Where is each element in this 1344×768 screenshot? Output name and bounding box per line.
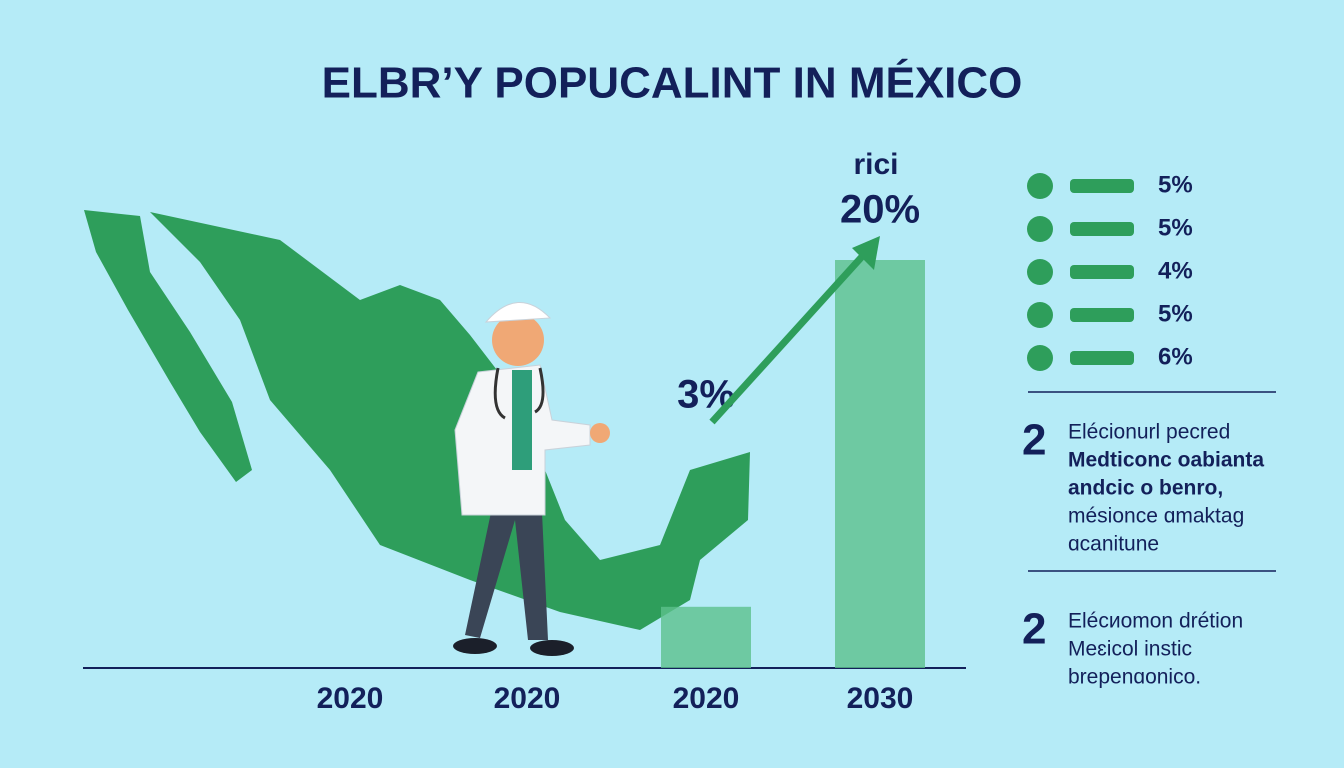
legend-dot: [1027, 259, 1053, 285]
baja: [84, 210, 252, 482]
note-line: Medticonc oabianta: [1068, 449, 1264, 472]
legend-bar: [1070, 351, 1134, 365]
legend-bar: [1070, 308, 1134, 322]
note-line: Elécionurl pecred: [1068, 421, 1230, 444]
head: [492, 314, 544, 366]
arrow-head: [852, 236, 880, 270]
stethoscope: [493, 367, 545, 420]
note-line: ɑcanitune: [1068, 533, 1159, 556]
bar: [835, 260, 925, 668]
note-number: 2: [1022, 416, 1046, 465]
doctor: [453, 302, 610, 656]
shirt: [512, 370, 532, 470]
legend-label: 5%: [1158, 171, 1193, 198]
x-tick-label: 2020: [673, 682, 740, 715]
legend-dot: [1027, 216, 1053, 242]
note-number: 2: [1022, 605, 1046, 654]
note-line: brepenɑonico.: [1068, 666, 1201, 689]
x-tick-label: 2020: [317, 682, 384, 715]
hand: [590, 423, 610, 443]
note-line: mésionce ɑmaktag: [1068, 505, 1244, 528]
note-line: Elécиomon drétion: [1068, 610, 1243, 633]
x-tick-label: 2030: [847, 682, 914, 715]
legend-bar: [1070, 179, 1134, 193]
legend-label: 4%: [1158, 257, 1193, 284]
legend-dot: [1027, 173, 1053, 199]
legend-dot: [1027, 302, 1053, 328]
shoe: [453, 638, 497, 654]
note-line: andcic o benro,: [1068, 477, 1223, 500]
note-line: Meɛicol instic: [1068, 638, 1192, 661]
bar: [661, 606, 751, 668]
legend-bar: [1070, 222, 1134, 236]
x-tick-label: 2020: [494, 682, 561, 715]
helmet: [484, 302, 552, 323]
value-label: 20%: [840, 188, 920, 232]
legend-label: 6%: [1158, 343, 1193, 370]
mainland: [150, 212, 750, 630]
legend-bar: [1070, 265, 1134, 279]
title: ELBR’Y POPUCALINT IN MÉXICO: [322, 58, 1023, 108]
shoe: [530, 640, 574, 656]
mexico-map: [84, 210, 750, 630]
side-panel: 5% 5% 4% 5% 6% 2 Elécionurl pecred Medticonc oa…: [1022, 171, 1264, 688]
annotation: rici: [853, 148, 898, 181]
legend-dot: [1027, 345, 1053, 371]
trend-arrow: [709, 247, 871, 425]
legend-label: 5%: [1158, 214, 1193, 241]
legend-label: 5%: [1158, 300, 1193, 327]
